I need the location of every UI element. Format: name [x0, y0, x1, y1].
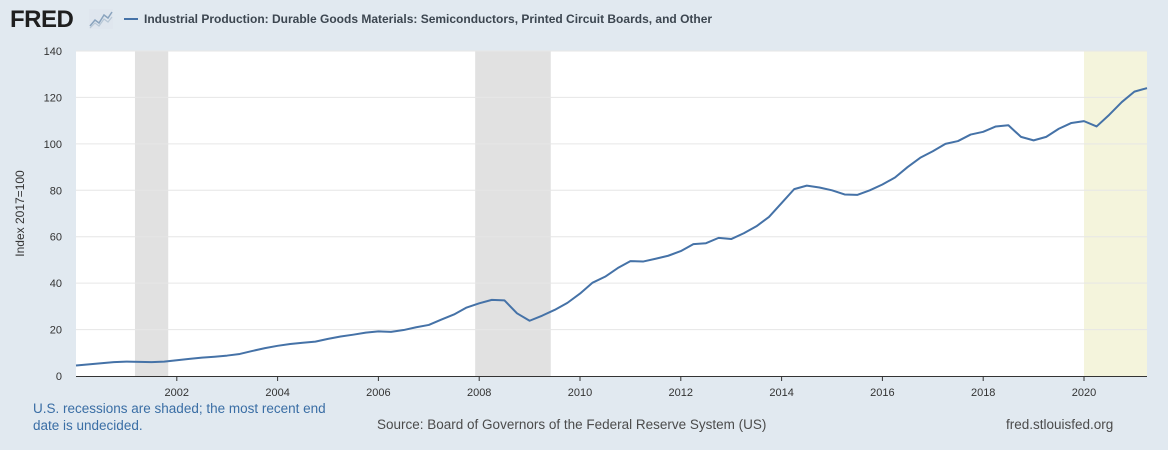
- x-tick-label: 2014: [769, 387, 793, 399]
- plot-background: [76, 51, 1147, 376]
- recession-band: [475, 51, 551, 376]
- recession-band: [134, 51, 169, 376]
- x-tick-label: 2008: [467, 387, 491, 399]
- legend-line-swatch: [124, 18, 138, 20]
- x-tick-label: 2006: [366, 387, 390, 399]
- x-tick-label: 2012: [669, 387, 693, 399]
- y-tick-label: 40: [50, 278, 62, 290]
- legend-series-label[interactable]: Industrial Production: Durable Goods Mat…: [144, 12, 713, 26]
- x-tick-label: 2004: [265, 387, 289, 399]
- y-tick-label: 80: [50, 185, 62, 197]
- x-tick-label: 2002: [165, 387, 189, 399]
- y-tick-label: 140: [44, 46, 62, 58]
- y-tick-label: 120: [44, 92, 62, 104]
- y-tick-label: 60: [50, 232, 62, 244]
- x-tick-label: 2020: [1072, 387, 1096, 399]
- y-tick-label: 100: [44, 139, 62, 151]
- x-tick-label: 2018: [971, 387, 995, 399]
- series-line: [75, 87, 1148, 367]
- x-tick-label: 2010: [568, 387, 592, 399]
- y-tick-label: 20: [50, 325, 62, 337]
- source-text: Source: Board of Governors of the Federa…: [377, 417, 767, 432]
- y-axis-title: Index 2017=100: [13, 170, 27, 257]
- x-tick-label: 2016: [870, 387, 894, 399]
- fred-graph-icon: [89, 9, 113, 29]
- fred-url-link[interactable]: fred.stlouisfed.org: [1006, 417, 1114, 432]
- recession-band: [1084, 51, 1147, 376]
- fred-logo[interactable]: FRED: [10, 6, 74, 33]
- recession-note: U.S. recessions are shaded; the most rec…: [33, 401, 326, 433]
- y-tick-label: 0: [56, 371, 62, 383]
- chart-header: FRED Industrial Production: Durable Good…: [0, 0, 1168, 40]
